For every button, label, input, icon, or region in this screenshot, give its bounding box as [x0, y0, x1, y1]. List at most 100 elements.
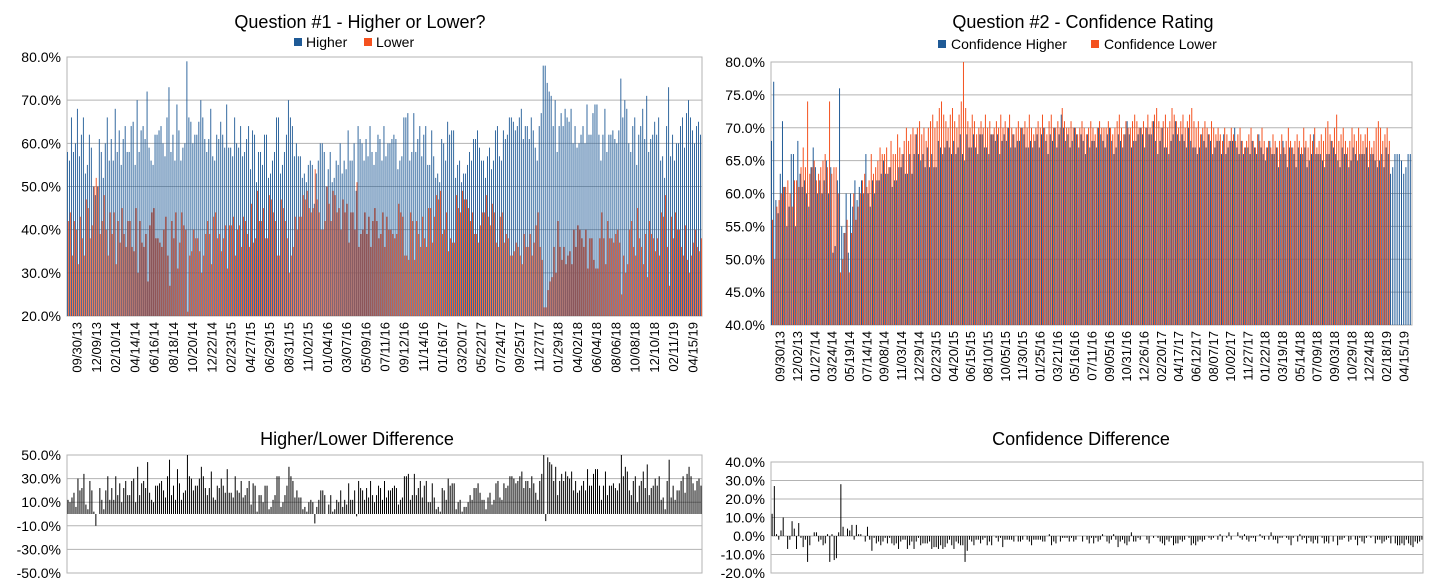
- bar-higher: [437, 173, 439, 316]
- bar-lower: [1241, 140, 1243, 325]
- bar-higher: [924, 167, 926, 325]
- bar-lower: [824, 154, 826, 325]
- bar-higher: [1251, 140, 1253, 325]
- y-tick-label: 60.0%: [21, 135, 61, 151]
- bar-higher: [138, 151, 140, 316]
- bar-higher: [329, 151, 331, 316]
- bar-higher: [1267, 147, 1269, 325]
- bar-higher: [387, 143, 389, 316]
- bar-lower: [1092, 127, 1094, 325]
- bar-lower: [853, 193, 855, 325]
- bar-lower: [288, 272, 290, 316]
- bar-lower: [1052, 127, 1054, 325]
- bar-lower: [1046, 134, 1048, 325]
- bar-lower: [364, 212, 366, 316]
- bar-higher: [96, 186, 98, 316]
- bar-lower: [67, 221, 69, 316]
- bar-lower: [657, 238, 659, 316]
- bar-lower: [378, 238, 380, 316]
- bar-lower: [101, 221, 103, 316]
- bar-higher: [98, 139, 100, 316]
- y-tick-label: -50.0%: [17, 565, 61, 581]
- x-tick-label: 12/22/14: [204, 322, 219, 373]
- bar-lower: [77, 264, 79, 316]
- bar-lower: [489, 225, 491, 316]
- bar-higher: [112, 160, 114, 316]
- bar-higher: [946, 140, 948, 325]
- bar-higher: [803, 180, 805, 325]
- bar-lower: [416, 221, 418, 316]
- bar-higher: [397, 169, 399, 316]
- bar-lower: [675, 212, 676, 316]
- x-tick-label: 02/10/14: [108, 322, 123, 373]
- x-tick-label: 05/09/16: [358, 322, 373, 373]
- bar-higher: [889, 167, 891, 325]
- bar-lower: [1219, 134, 1221, 325]
- bar-higher: [279, 173, 281, 316]
- bar-lower: [965, 108, 967, 325]
- bar-lower: [203, 255, 205, 316]
- bar-lower: [686, 259, 688, 316]
- bar-lower: [123, 233, 125, 316]
- y-tick-label: 60.0%: [725, 186, 765, 202]
- bar-lower: [958, 114, 960, 325]
- bar-lower: [800, 167, 802, 325]
- bar-lower: [109, 212, 111, 316]
- bar-lower: [412, 221, 414, 316]
- bar-lower: [1138, 127, 1140, 325]
- bar-lower: [681, 246, 682, 316]
- bar-higher: [698, 121, 699, 316]
- bar-lower: [201, 272, 203, 316]
- bar-higher: [618, 130, 620, 316]
- bar-higher: [1041, 134, 1042, 325]
- bar-higher: [668, 87, 670, 316]
- legend-label-confidence-lower: Confidence Lower: [1104, 36, 1217, 52]
- bar-higher: [1398, 154, 1400, 325]
- x-tick-label: 12/26/16: [1137, 331, 1152, 382]
- chart-d1-title: Higher/Lower Difference: [260, 429, 454, 449]
- bar-higher: [680, 126, 681, 316]
- bar-lower: [785, 186, 787, 325]
- bar-lower: [241, 246, 242, 316]
- bar-lower: [324, 221, 326, 316]
- bar-higher: [1027, 147, 1029, 325]
- bar-higher: [234, 117, 236, 317]
- bar-lower: [822, 160, 824, 326]
- bar-higher: [220, 121, 222, 316]
- bar-lower: [209, 233, 211, 316]
- bar-higher: [349, 160, 351, 316]
- bar-lower: [1197, 121, 1199, 326]
- bar-higher: [686, 113, 687, 317]
- bar-higher: [210, 108, 212, 316]
- bar-lower: [848, 272, 850, 325]
- bar-higher: [431, 130, 433, 316]
- bar-higher: [1001, 140, 1003, 325]
- bar-lower: [1039, 127, 1041, 325]
- bar-lower: [386, 216, 388, 316]
- bar-lower: [1309, 134, 1311, 325]
- bar-higher: [1401, 160, 1403, 326]
- bar-higher: [825, 160, 827, 326]
- bar-higher: [1332, 147, 1334, 325]
- bar-lower: [422, 216, 424, 316]
- y-tick-label: 65.0%: [725, 153, 765, 169]
- bar-lower: [229, 225, 231, 316]
- bar-lower: [105, 229, 107, 316]
- bar-higher: [600, 160, 602, 316]
- bar-higher: [423, 134, 425, 316]
- bar-higher: [806, 193, 808, 325]
- bar-lower: [531, 255, 533, 316]
- bar-lower: [388, 229, 390, 316]
- bar-lower: [360, 233, 362, 316]
- bar-lower: [503, 242, 505, 316]
- bar-lower: [1074, 127, 1076, 325]
- bar-lower: [111, 233, 113, 316]
- x-tick-label: 09/30/13: [773, 331, 788, 382]
- bar-higher: [534, 147, 536, 316]
- bar-higher: [373, 164, 375, 316]
- bar-lower: [960, 101, 962, 325]
- bar-higher: [447, 121, 449, 316]
- bar-lower: [914, 134, 916, 325]
- plot-area-border: [770, 461, 1424, 574]
- bar-lower: [1127, 127, 1129, 325]
